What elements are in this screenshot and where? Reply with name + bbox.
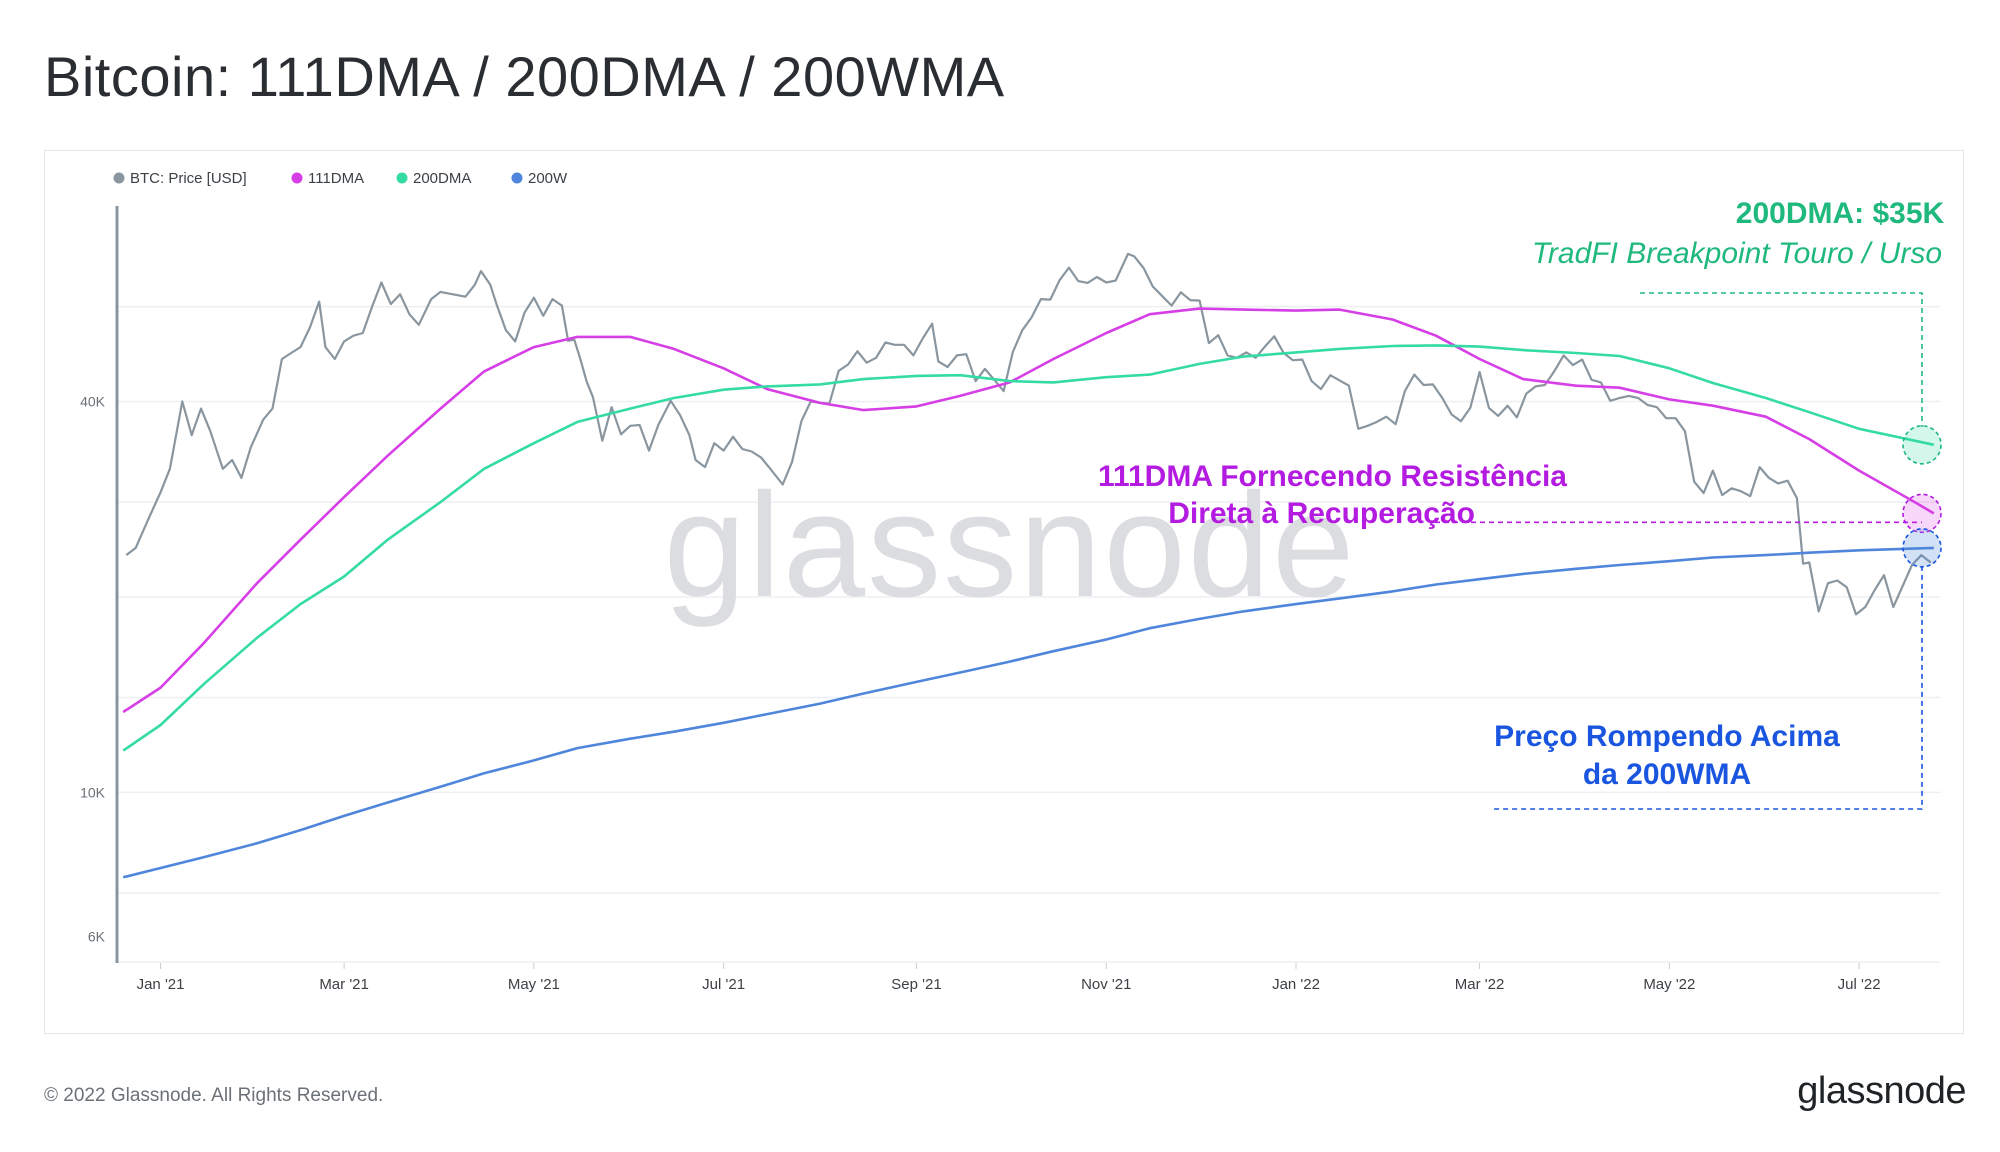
annotation-200dma-marker	[1902, 425, 1942, 465]
legend-item-200w: 200W	[511, 170, 568, 187]
footer-copyright: © 2022 Glassnode. All Rights Reserved.	[44, 1085, 384, 1106]
legend-label: 200DMA	[413, 170, 471, 187]
x-tick-label: Jan '22	[1272, 976, 1320, 993]
annotation-200wma-line2: da 200WMA	[1583, 758, 1751, 791]
annotation-200wma-marker	[1902, 528, 1942, 568]
wma200-line	[122, 546, 1934, 879]
annotation-200dma-guide	[1640, 292, 1923, 427]
legend-label: BTC: Price [USD]	[130, 170, 247, 187]
annotation-200dma-title: 200DMA: $35K	[1736, 197, 1945, 230]
legend-item-111dma: 111DMA	[291, 170, 364, 187]
x-tick-label: Jan '21	[137, 976, 185, 993]
x-tick-label: Sep '21	[891, 976, 941, 993]
watermark-text: glassnode	[664, 463, 1357, 628]
btc-price-line	[125, 252, 1932, 616]
x-tick-label: Jul '22	[1838, 976, 1881, 993]
chart-annotations: 200DMA: $35K TradFI Breakpoint Touro / U…	[1098, 197, 1945, 810]
glassnode-logo: glassnode	[1797, 1070, 1966, 1112]
x-tick-label: Mar '21	[319, 976, 369, 993]
page-title: Bitcoin: 111DMA / 200DMA / 200WMA	[44, 45, 1005, 108]
legend-swatch	[511, 172, 523, 184]
chart-axes: 40K 10K 6K Jan '21 Mar '21 May '21 Jul '21 Sep …	[80, 206, 1881, 993]
legend-label: 200W	[528, 170, 568, 187]
chart-container: BTC: Price [USD] 111DMA 200DMA 200W glassno…	[44, 150, 1964, 1034]
annotation-200wma-line1: Preço Rompendo Acima	[1494, 720, 1840, 753]
legend-label: 111DMA	[308, 170, 364, 187]
legend-item-200dma: 200DMA	[396, 170, 471, 187]
legend-swatch	[291, 172, 303, 184]
legend-swatch	[113, 172, 125, 184]
chart-series	[122, 252, 1935, 879]
annotation-111dma-line2: Direta à Recuperação	[1168, 497, 1475, 530]
dma111-line	[122, 307, 1935, 714]
x-tick-label: Mar '22	[1455, 976, 1505, 993]
chart-svg: BTC: Price [USD] 111DMA 200DMA 200W glassno…	[80, 170, 1945, 993]
legend-swatch	[396, 172, 408, 184]
annotation-200wma-guide	[1492, 565, 1923, 810]
x-tick-label: May '21	[508, 976, 560, 993]
chart-grid	[117, 305, 1940, 963]
x-tick-label: Nov '21	[1081, 976, 1131, 993]
annotation-111dma-line1: 111DMA Fornecendo Resistência	[1098, 460, 1567, 493]
x-tick-label: May '22	[1643, 976, 1695, 993]
y-tick-label: 10K	[80, 784, 106, 800]
dma200-line	[122, 344, 1935, 752]
y-tick-label: 40K	[80, 393, 106, 409]
annotation-111dma-marker	[1902, 493, 1942, 534]
x-tick-label: Jul '21	[702, 976, 745, 993]
annotation-200dma-subtitle: TradFI Breakpoint Touro / Urso	[1532, 237, 1942, 270]
chart-legend: BTC: Price [USD] 111DMA 200DMA 200W	[113, 170, 568, 187]
legend-item-btc-price: BTC: Price [USD]	[113, 170, 247, 187]
y-tick-label: 6K	[88, 928, 106, 944]
